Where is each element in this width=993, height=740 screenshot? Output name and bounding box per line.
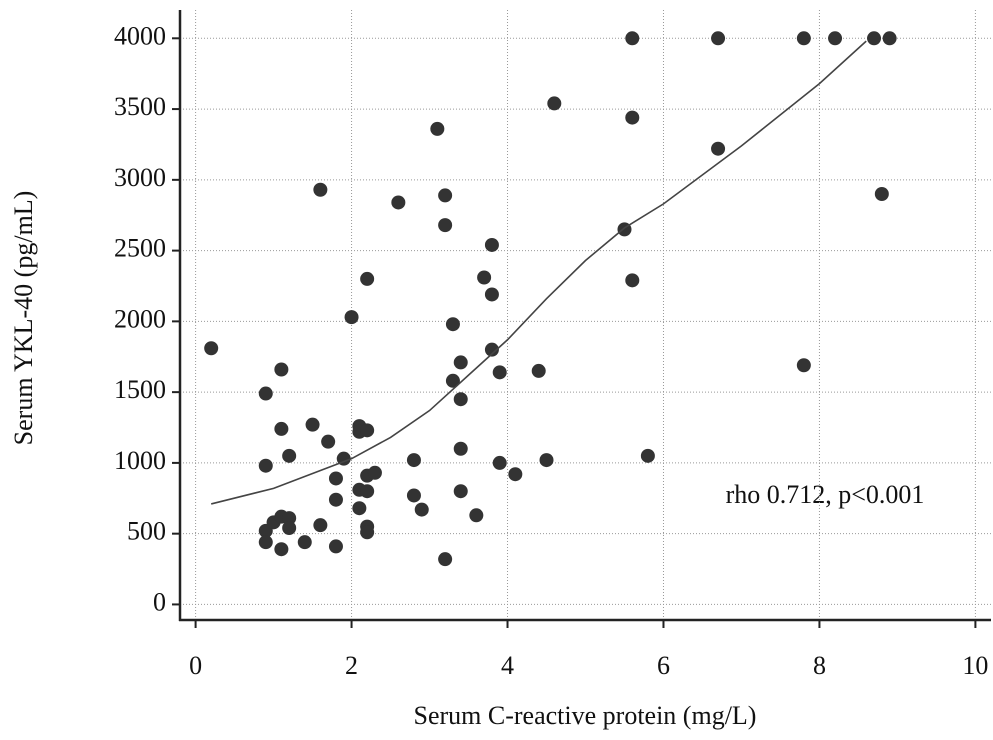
y-axis-title: Serum YKL-40 (pg/mL) bbox=[9, 191, 38, 446]
y-tick-label: 1500 bbox=[114, 375, 166, 404]
data-point bbox=[328, 539, 343, 554]
data-point bbox=[282, 511, 297, 526]
data-point bbox=[352, 501, 367, 516]
data-point bbox=[492, 365, 507, 380]
data-point bbox=[867, 31, 882, 46]
x-axis-title: Serum C-reactive protein (mg/L) bbox=[414, 701, 757, 730]
data-point bbox=[445, 373, 460, 388]
y-tick-label: 2500 bbox=[114, 234, 166, 263]
data-point bbox=[484, 342, 499, 357]
data-point bbox=[274, 421, 289, 436]
data-point bbox=[796, 31, 811, 46]
x-tick-label: 10 bbox=[962, 651, 988, 680]
data-point bbox=[414, 502, 429, 517]
data-point bbox=[438, 188, 453, 203]
data-point bbox=[258, 458, 273, 473]
data-point bbox=[453, 355, 468, 370]
data-point bbox=[711, 141, 726, 156]
data-point bbox=[445, 317, 460, 332]
data-point bbox=[484, 287, 499, 302]
data-point bbox=[328, 492, 343, 507]
data-point bbox=[282, 448, 297, 463]
data-point bbox=[453, 441, 468, 456]
data-point bbox=[360, 525, 375, 540]
data-point bbox=[313, 182, 328, 197]
data-point bbox=[313, 518, 328, 533]
data-point bbox=[640, 448, 655, 463]
data-point bbox=[453, 484, 468, 499]
data-point bbox=[477, 270, 492, 285]
data-point bbox=[258, 535, 273, 550]
data-point bbox=[274, 362, 289, 377]
y-tick-label: 3500 bbox=[114, 92, 166, 121]
trend-line bbox=[210, 40, 867, 505]
data-point bbox=[453, 392, 468, 407]
data-point bbox=[367, 465, 382, 480]
y-tick-label: 3000 bbox=[114, 163, 166, 192]
data-point bbox=[547, 96, 562, 111]
data-point bbox=[625, 110, 640, 125]
data-point bbox=[360, 484, 375, 499]
y-tick-label: 2000 bbox=[114, 304, 166, 333]
data-point bbox=[484, 237, 499, 252]
data-point bbox=[625, 31, 640, 46]
x-tick-label: 4 bbox=[501, 651, 514, 680]
data-point bbox=[874, 186, 889, 201]
data-point bbox=[406, 488, 421, 503]
data-point bbox=[531, 363, 546, 378]
data-point bbox=[406, 453, 421, 468]
y-tick-label: 500 bbox=[127, 517, 166, 546]
data-point bbox=[204, 341, 219, 356]
data-point bbox=[711, 31, 726, 46]
data-point bbox=[305, 417, 320, 432]
x-tick-label: 8 bbox=[813, 651, 826, 680]
x-tick-label: 6 bbox=[657, 651, 670, 680]
x-tick-label: 2 bbox=[345, 651, 358, 680]
data-point bbox=[328, 471, 343, 486]
data-point bbox=[882, 31, 897, 46]
data-point bbox=[508, 467, 523, 482]
data-point bbox=[360, 271, 375, 286]
data-point bbox=[360, 423, 375, 438]
data-point bbox=[796, 358, 811, 373]
data-point bbox=[282, 521, 297, 536]
annotation: rho 0.712, p<0.001 bbox=[726, 480, 925, 509]
y-tick-label: 1000 bbox=[114, 446, 166, 475]
y-tick-label: 0 bbox=[153, 587, 166, 616]
data-point bbox=[438, 218, 453, 233]
data-point bbox=[438, 552, 453, 567]
data-point bbox=[344, 310, 359, 325]
data-point bbox=[625, 273, 640, 288]
data-point bbox=[539, 453, 554, 468]
data-point bbox=[297, 535, 312, 550]
y-tick-label: 4000 bbox=[114, 21, 166, 50]
data-point bbox=[321, 434, 336, 449]
data-point bbox=[469, 508, 484, 523]
data-point bbox=[274, 542, 289, 557]
data-point bbox=[391, 195, 406, 210]
x-tick-label: 0 bbox=[189, 651, 202, 680]
data-point bbox=[492, 455, 507, 470]
data-point bbox=[430, 121, 445, 136]
data-point bbox=[258, 386, 273, 401]
data-point bbox=[828, 31, 843, 46]
